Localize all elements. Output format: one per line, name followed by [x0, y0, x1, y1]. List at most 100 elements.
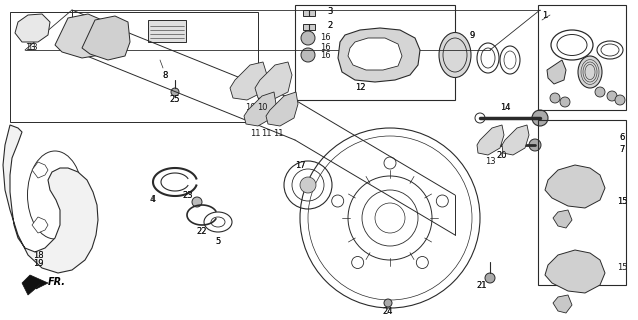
Text: 2: 2: [327, 21, 332, 30]
Text: FR.: FR.: [48, 277, 66, 287]
Text: 10: 10: [245, 103, 255, 113]
Text: 5: 5: [216, 237, 221, 246]
Text: 18: 18: [33, 251, 43, 260]
Polygon shape: [22, 275, 48, 295]
Text: 12: 12: [355, 83, 365, 92]
Polygon shape: [545, 250, 605, 293]
Text: 11: 11: [273, 129, 283, 138]
Circle shape: [171, 88, 179, 96]
Text: 22: 22: [197, 228, 207, 236]
Text: 16: 16: [320, 34, 330, 43]
Polygon shape: [3, 125, 98, 273]
Bar: [538, 120, 626, 285]
Text: 7: 7: [619, 146, 625, 155]
Polygon shape: [55, 14, 105, 58]
Bar: [303, 24, 315, 30]
Bar: [10, 12, 258, 122]
Circle shape: [607, 91, 617, 101]
Polygon shape: [348, 38, 402, 70]
Polygon shape: [244, 92, 276, 126]
Text: 18: 18: [33, 251, 43, 260]
Polygon shape: [82, 16, 130, 60]
Polygon shape: [32, 162, 48, 178]
Text: 3: 3: [327, 7, 332, 17]
Text: 21: 21: [477, 281, 487, 290]
Text: 15: 15: [617, 197, 627, 206]
Text: 16: 16: [320, 43, 330, 52]
Text: 4: 4: [151, 196, 156, 204]
Ellipse shape: [439, 33, 471, 77]
Polygon shape: [338, 28, 420, 82]
Polygon shape: [230, 62, 267, 100]
Bar: [148, 20, 186, 42]
Circle shape: [529, 139, 541, 151]
Text: 24: 24: [383, 307, 393, 316]
Polygon shape: [32, 217, 48, 233]
Text: 24: 24: [383, 307, 393, 316]
Circle shape: [595, 87, 605, 97]
Text: 17: 17: [295, 162, 306, 171]
Text: 8: 8: [162, 70, 168, 79]
Polygon shape: [553, 295, 572, 313]
Circle shape: [615, 95, 625, 105]
Circle shape: [532, 110, 548, 126]
Text: 4: 4: [149, 196, 154, 204]
Circle shape: [192, 197, 202, 207]
Text: 6: 6: [619, 133, 625, 142]
Polygon shape: [502, 125, 529, 155]
Polygon shape: [266, 92, 298, 126]
Circle shape: [550, 93, 560, 103]
Text: 1: 1: [542, 11, 547, 20]
Bar: [295, 5, 455, 100]
Polygon shape: [545, 165, 605, 208]
Text: 12: 12: [355, 83, 365, 92]
Text: 25: 25: [170, 95, 181, 105]
Circle shape: [300, 177, 316, 193]
Text: 20: 20: [497, 150, 507, 159]
Text: 21: 21: [477, 281, 487, 290]
Text: 13: 13: [25, 44, 35, 52]
Bar: [538, 5, 626, 110]
Ellipse shape: [27, 151, 82, 239]
Text: 11: 11: [249, 129, 260, 138]
Text: 9: 9: [470, 30, 475, 39]
Bar: [303, 10, 315, 16]
Text: 7: 7: [619, 146, 625, 155]
Text: 15: 15: [617, 197, 627, 206]
Text: 20: 20: [497, 150, 507, 159]
Text: 14: 14: [500, 102, 510, 111]
Circle shape: [301, 31, 315, 45]
Ellipse shape: [578, 56, 602, 88]
Polygon shape: [255, 62, 292, 100]
Text: 25: 25: [170, 95, 181, 105]
Polygon shape: [547, 60, 566, 84]
Circle shape: [384, 299, 392, 307]
Polygon shape: [477, 125, 504, 155]
Circle shape: [485, 273, 495, 283]
Text: 17: 17: [295, 162, 306, 171]
Text: 11: 11: [261, 129, 271, 138]
Text: 23: 23: [182, 191, 193, 201]
Text: 19: 19: [33, 259, 43, 268]
Text: 22: 22: [197, 228, 207, 236]
Text: 15: 15: [617, 263, 627, 273]
Text: 14: 14: [500, 102, 510, 111]
Text: 2: 2: [327, 21, 332, 30]
Text: 3: 3: [327, 7, 332, 17]
Circle shape: [301, 48, 315, 62]
Circle shape: [560, 97, 570, 107]
Text: 1: 1: [542, 11, 547, 20]
Text: 8: 8: [162, 70, 168, 79]
Text: 10: 10: [256, 103, 267, 113]
Text: 23: 23: [182, 191, 193, 201]
Text: 16: 16: [320, 51, 330, 60]
Text: 13: 13: [27, 44, 37, 52]
Text: 5: 5: [216, 237, 221, 246]
Text: 6: 6: [619, 133, 625, 142]
Text: 10: 10: [270, 103, 280, 113]
Polygon shape: [15, 14, 50, 42]
Text: 13: 13: [485, 157, 495, 166]
Polygon shape: [553, 210, 572, 228]
Text: 19: 19: [33, 259, 43, 268]
Text: 9: 9: [470, 30, 475, 39]
